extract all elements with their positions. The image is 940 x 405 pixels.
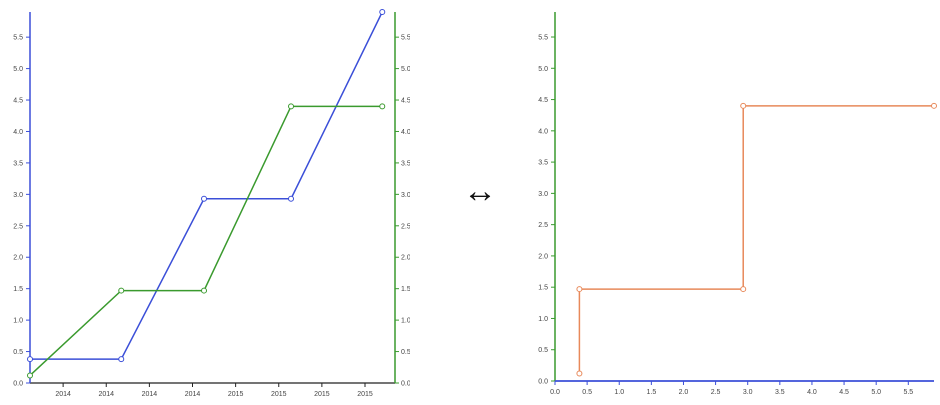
x-tick-label: 2.5 — [711, 389, 721, 396]
left-y-tick-label: 2.0 — [13, 255, 23, 262]
x-tick-label: 5.0 — [871, 389, 881, 396]
y-tick-label: 2.0 — [538, 253, 548, 260]
y-tick-label: 5.0 — [538, 66, 548, 73]
step-line-chart: 0.0 0.5 1.0 1.5 2.0 2.5 3.0 3.5 4.0 4.5 5.0 5.5 0.0 0… — [538, 12, 937, 396]
y-tick-label: 1.0 — [538, 316, 548, 323]
dual-axis-line-chart: 2014 2014 2014 2014 2015 2015 2015 2015 0.0 0.5 1.… — [13, 9, 410, 398]
left-y-tick-label: 4.5 — [13, 98, 23, 105]
series-2-point — [379, 103, 386, 110]
bidirectional-arrow-icon: ↔ — [450, 172, 510, 212]
right-y-tick-label: 3.5 — [401, 160, 410, 167]
x-tick-label: 1.0 — [614, 389, 624, 396]
left-y-tick-label: 0.0 — [13, 381, 23, 388]
left-y-tick-label: 5.5 — [13, 35, 23, 42]
arrow-glyph: ↔ — [463, 172, 497, 210]
y-tick-label: 0.0 — [538, 379, 548, 386]
x-tick-label: 1.5 — [646, 389, 656, 396]
step-series-line — [578, 105, 934, 374]
y-tick-label: 5.5 — [538, 35, 548, 42]
x-tick-label: 0.0 — [550, 389, 560, 396]
x-tick-label: 3.0 — [743, 389, 753, 396]
right-y-tick-label: 0.5 — [401, 349, 410, 356]
left-y-tick-label: 0.5 — [13, 349, 23, 356]
x-tick-label: 4.0 — [807, 389, 817, 396]
series-1-point — [379, 9, 386, 15]
series-2-point — [288, 103, 295, 110]
step-series-point — [740, 102, 747, 109]
y-tick-label: 1.5 — [538, 285, 548, 292]
right-y-tick-label: 1.5 — [401, 286, 410, 293]
y-tick-label: 3.5 — [538, 160, 548, 167]
x-tick-label: 2.0 — [679, 389, 689, 396]
series-2-point — [27, 372, 33, 379]
x-tick-label: 2014 — [55, 391, 71, 398]
left-y-tick-label: 1.5 — [13, 286, 23, 293]
x-tick-label: 2014 — [185, 391, 201, 398]
step-series-point — [931, 102, 937, 109]
left-y-tick-label: 3.0 — [13, 192, 23, 199]
left-y-tick-label: 5.0 — [13, 66, 23, 73]
x-tick-label: 2014 — [142, 391, 158, 398]
left-y-tick-label: 4.0 — [13, 129, 23, 136]
x-tick-label: 2015 — [228, 391, 244, 398]
y-tick-label: 4.0 — [538, 128, 548, 135]
x-tick-label: 3.5 — [775, 389, 785, 396]
right-y-tick-label: 1.0 — [401, 318, 410, 325]
x-tick-label: 2015 — [271, 391, 287, 398]
y-tick-label: 3.0 — [538, 191, 548, 198]
x-tick-label: 4.5 — [839, 389, 849, 396]
x-tick-label: 2015 — [357, 391, 373, 398]
series-2-line — [29, 105, 383, 377]
right-y-tick-label: 5.0 — [401, 66, 410, 73]
series-1-point — [288, 195, 295, 202]
series-1-point — [118, 356, 125, 363]
right-y-tick-label: 3.0 — [401, 192, 410, 199]
right-y-tick-label: 2.0 — [401, 255, 410, 262]
x-tick-label: 2014 — [98, 391, 114, 398]
series-1-point — [27, 356, 33, 363]
left-y-tick-label: 2.5 — [13, 223, 23, 230]
series-2-point — [118, 287, 125, 294]
step-series-point — [740, 286, 747, 293]
series-2-point — [201, 287, 208, 294]
y-tick-label: 0.5 — [538, 347, 548, 354]
right-y-tick-label: 2.5 — [401, 223, 410, 230]
series-1-point — [201, 195, 208, 202]
y-tick-label: 4.5 — [538, 97, 548, 104]
y-tick-label: 2.5 — [538, 222, 548, 229]
left-y-tick-label: 3.5 — [13, 160, 23, 167]
right-y-tick-label: 5.5 — [401, 35, 410, 42]
right-y-tick-label: 4.5 — [401, 98, 410, 105]
series-1-line — [30, 11, 383, 360]
right-y-tick-label: 0.0 — [401, 381, 410, 388]
x-tick-label: 2015 — [314, 391, 330, 398]
x-tick-label: 0.5 — [582, 389, 592, 396]
step-series-point — [576, 370, 583, 377]
x-tick-label: 5.5 — [903, 389, 913, 396]
right-y-tick-label: 4.0 — [401, 129, 410, 136]
left-y-tick-label: 1.0 — [13, 318, 23, 325]
step-series-point — [576, 286, 583, 293]
